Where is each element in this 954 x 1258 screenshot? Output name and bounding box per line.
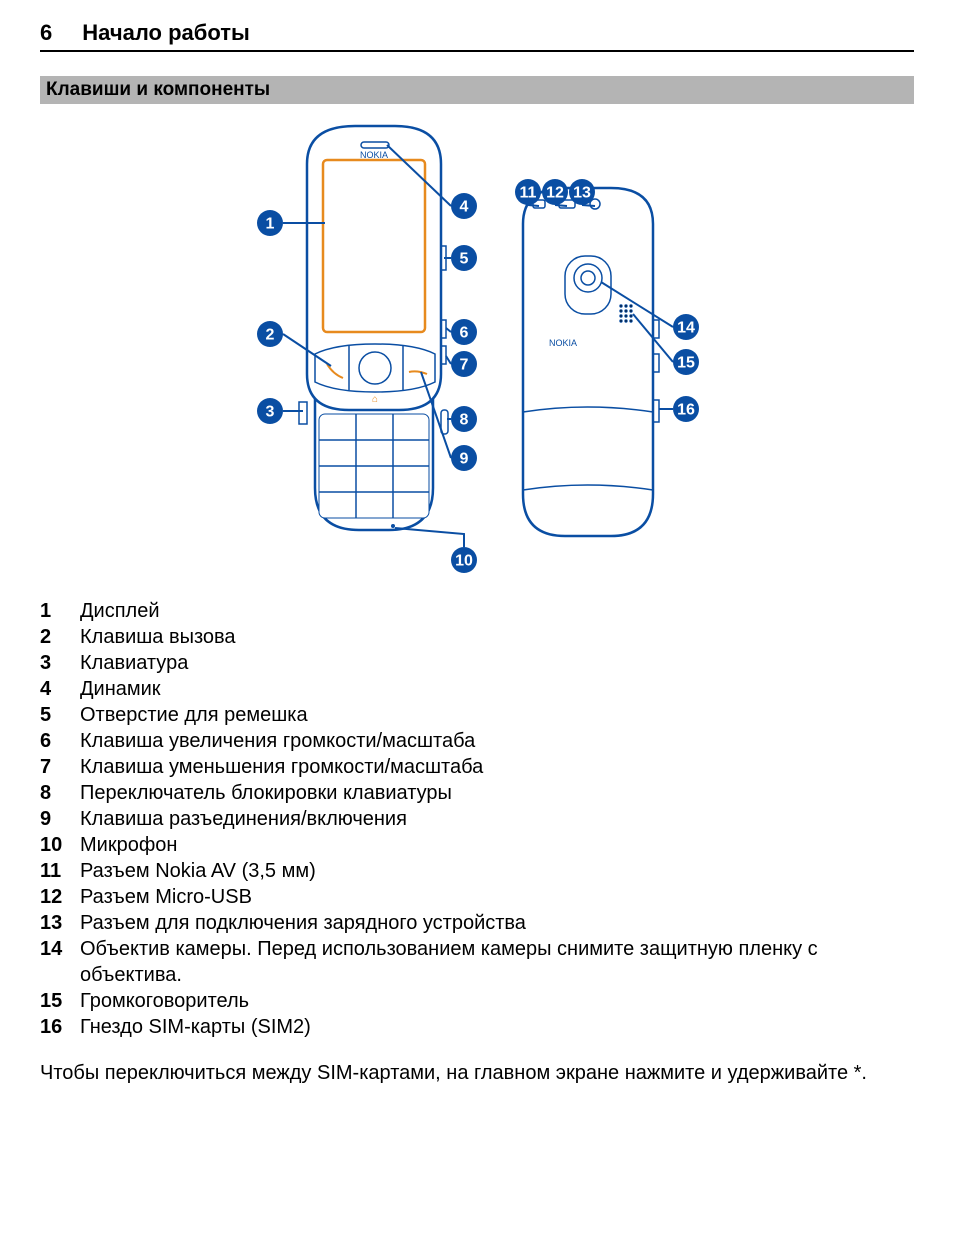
chapter-title: Начало работы — [82, 20, 250, 46]
page: 6 Начало работы Клавиши и компоненты — [0, 0, 954, 1258]
legend-number: 6 — [40, 728, 80, 754]
legend-number: 12 — [40, 884, 80, 910]
phone-back: NOKIA — [523, 188, 659, 536]
legend-row: 12Разъем Micro-USB — [40, 884, 914, 910]
legend-text: Объектив камеры. Перед использованием ка… — [80, 936, 914, 988]
legend-number: 7 — [40, 754, 80, 780]
callout-label-5: 5 — [460, 251, 469, 268]
back-brand-label: NOKIA — [549, 338, 577, 348]
legend-row: 4Динамик — [40, 676, 914, 702]
callout-label-16: 16 — [677, 402, 695, 419]
legend-text: Громкоговоритель — [80, 988, 914, 1014]
svg-text:⌂: ⌂ — [372, 394, 378, 405]
callout-label-11: 11 — [520, 185, 537, 202]
legend-text: Клавиатура — [80, 650, 914, 676]
legend-number: 2 — [40, 624, 80, 650]
legend-row: 16Гнездо SIM-карты (SIM2) — [40, 1014, 914, 1040]
legend-row: 8Переключатель блокировки клавиатуры — [40, 780, 914, 806]
legend-text: Микрофон — [80, 832, 914, 858]
legend-row: 11Разъем Nokia AV (3,5 мм) — [40, 858, 914, 884]
legend-number: 13 — [40, 910, 80, 936]
legend-row: 14Объектив камеры. Перед использованием … — [40, 936, 914, 988]
legend-text: Разъем Micro-USB — [80, 884, 914, 910]
legend-row: 9Клавиша разъединения/включения — [40, 806, 914, 832]
callout-label-8: 8 — [460, 412, 469, 429]
legend-text: Клавиша уменьшения громкости/масштаба — [80, 754, 914, 780]
legend-text: Клавиша разъединения/включения — [80, 806, 914, 832]
body-paragraph: Чтобы переключиться между SIM-картами, н… — [40, 1060, 914, 1087]
legend-number: 16 — [40, 1014, 80, 1040]
legend-text: Разъем для подключения зарядного устройс… — [80, 910, 914, 936]
legend-row: 10Микрофон — [40, 832, 914, 858]
callout-label-1: 1 — [266, 216, 275, 233]
callout-label-7: 7 — [460, 357, 469, 374]
phone-diagram: NOKIA ⌂ — [207, 114, 747, 584]
callout-label-2: 2 — [266, 327, 275, 344]
legend-text: Клавиша вызова — [80, 624, 914, 650]
legend-number: 14 — [40, 936, 80, 962]
callout-label-14: 14 — [677, 320, 695, 337]
legend-text: Дисплей — [80, 598, 914, 624]
legend-row: 7Клавиша уменьшения громкости/масштаба — [40, 754, 914, 780]
callout-label-3: 3 — [266, 404, 275, 421]
legend-number: 3 — [40, 650, 80, 676]
legend-text: Динамик — [80, 676, 914, 702]
legend-number: 15 — [40, 988, 80, 1014]
legend-row: 5Отверстие для ремешка — [40, 702, 914, 728]
legend-number: 1 — [40, 598, 80, 624]
legend-row: 2Клавиша вызова — [40, 624, 914, 650]
legend-row: 6Клавиша увеличения громкости/масштаба — [40, 728, 914, 754]
diagram-container: NOKIA ⌂ — [40, 114, 914, 584]
legend-number: 11 — [40, 858, 80, 884]
legend-row: 13Разъем для подключения зарядного устро… — [40, 910, 914, 936]
legend-number: 5 — [40, 702, 80, 728]
front-brand-label: NOKIA — [360, 150, 388, 160]
legend-text: Отверстие для ремешка — [80, 702, 914, 728]
callout-label-10: 10 — [455, 553, 473, 570]
legend-text: Разъем Nokia AV (3,5 мм) — [80, 858, 914, 884]
legend-number: 9 — [40, 806, 80, 832]
callout-label-12: 12 — [546, 185, 564, 202]
page-header: 6 Начало работы — [40, 20, 914, 52]
legend-text: Клавиша увеличения громкости/масштаба — [80, 728, 914, 754]
callout-label-9: 9 — [460, 451, 469, 468]
keypad — [319, 414, 429, 518]
legend-list: 1Дисплей2Клавиша вызова3Клавиатура4Динам… — [40, 598, 914, 1040]
legend-number: 4 — [40, 676, 80, 702]
legend-number: 8 — [40, 780, 80, 806]
callout-label-13: 13 — [573, 185, 591, 202]
legend-text: Переключатель блокировки клавиатуры — [80, 780, 914, 806]
section-heading: Клавиши и компоненты — [40, 76, 914, 104]
legend-row: 1Дисплей — [40, 598, 914, 624]
page-number: 6 — [40, 20, 52, 46]
callout-label-15: 15 — [677, 355, 695, 372]
phone-front: NOKIA ⌂ — [299, 126, 448, 530]
legend-text: Гнездо SIM-карты (SIM2) — [80, 1014, 914, 1040]
callout-label-6: 6 — [460, 325, 469, 342]
legend-number: 10 — [40, 832, 80, 858]
callout-label-4: 4 — [460, 199, 469, 216]
legend-row: 15Громкоговоритель — [40, 988, 914, 1014]
legend-row: 3Клавиатура — [40, 650, 914, 676]
